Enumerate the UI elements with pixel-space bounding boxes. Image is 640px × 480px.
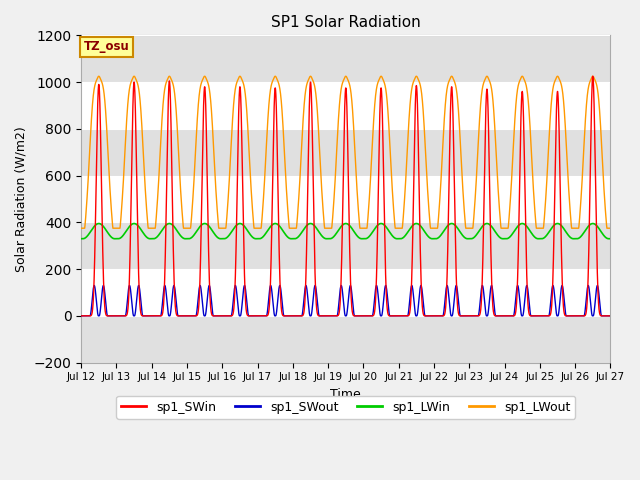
sp1_LWin xyxy=(260,233,268,239)
sp1_SWin xyxy=(91,265,99,271)
sp1_SWout xyxy=(90,283,98,288)
sp1_LWout xyxy=(77,225,85,231)
sp1_LWin xyxy=(111,236,119,241)
sp1_LWin xyxy=(308,221,316,227)
sp1_SWout xyxy=(508,313,516,319)
sp1_LWin xyxy=(607,236,614,241)
sp1_SWout xyxy=(77,313,85,319)
sp1_LWin xyxy=(95,221,102,227)
sp1_SWin xyxy=(508,313,516,319)
sp1_LWin xyxy=(91,223,99,229)
Line: sp1_LWout: sp1_LWout xyxy=(81,76,611,228)
sp1_SWout xyxy=(607,313,614,319)
sp1_SWout xyxy=(260,313,268,319)
sp1_SWin xyxy=(589,73,596,79)
sp1_LWout xyxy=(508,171,516,177)
sp1_SWin xyxy=(111,313,119,319)
Title: SP1 Solar Radiation: SP1 Solar Radiation xyxy=(271,15,420,30)
sp1_LWout xyxy=(91,84,99,90)
Bar xyxy=(81,36,611,82)
Y-axis label: Solar Radiation (W/m2): Solar Radiation (W/m2) xyxy=(15,126,28,272)
sp1_SWin xyxy=(607,313,614,319)
sp1_SWout xyxy=(308,305,316,311)
sp1_SWin xyxy=(308,129,316,135)
sp1_SWin xyxy=(260,313,268,319)
sp1_SWout xyxy=(111,313,119,319)
sp1_LWin xyxy=(508,232,516,238)
Line: sp1_LWin: sp1_LWin xyxy=(81,224,611,239)
sp1_SWin xyxy=(77,313,85,319)
sp1_LWout xyxy=(195,100,202,106)
sp1_LWout xyxy=(260,194,268,200)
Text: TZ_osu: TZ_osu xyxy=(84,40,129,53)
X-axis label: Time: Time xyxy=(330,388,361,401)
Bar xyxy=(81,222,611,269)
sp1_LWout xyxy=(607,225,614,231)
Legend: sp1_SWin, sp1_SWout, sp1_LWin, sp1_LWout: sp1_SWin, sp1_SWout, sp1_LWin, sp1_LWout xyxy=(116,396,575,419)
sp1_LWin xyxy=(77,236,85,241)
Line: sp1_SWin: sp1_SWin xyxy=(81,76,611,316)
Line: sp1_SWout: sp1_SWout xyxy=(81,286,611,316)
sp1_LWout xyxy=(111,225,119,231)
sp1_LWout xyxy=(95,73,102,79)
sp1_SWout xyxy=(195,292,202,298)
sp1_LWout xyxy=(308,76,316,82)
sp1_LWin xyxy=(195,226,202,231)
sp1_SWout xyxy=(91,283,99,288)
Bar xyxy=(81,316,611,362)
Bar xyxy=(81,129,611,176)
sp1_SWin xyxy=(195,307,202,313)
